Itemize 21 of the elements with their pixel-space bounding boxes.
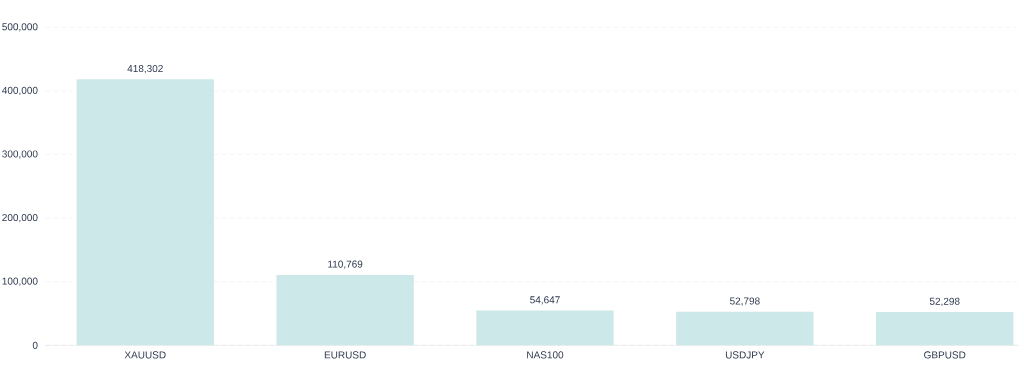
data-label: 110,769 [328,260,363,269]
y-tick-label: 100,000 [2,277,38,286]
x-tick-label: USDJPY [725,351,765,359]
x-tick-label: XAUUSD [124,351,166,359]
x-tick-label: GBPUSD [924,351,966,359]
data-label: 52,798 [729,297,760,306]
bar [676,311,814,346]
data-label: 52,298 [929,297,960,307]
x-tick-label: NAS100 [527,351,564,359]
bar [76,79,214,346]
y-tick-label: 0 [32,341,38,349]
bar [476,310,614,346]
data-label: 418,302 [127,64,163,74]
y-tick-label: 200,000 [2,214,38,223]
bar [876,312,1014,346]
y-tick-label: 500,000 [2,23,38,32]
bar [276,274,414,346]
y-tick-label: 400,000 [2,86,38,96]
x-tick-label: EURUSD [324,351,366,359]
y-tick-label: 300,000 [2,150,38,159]
data-label: 54,647 [530,296,560,305]
